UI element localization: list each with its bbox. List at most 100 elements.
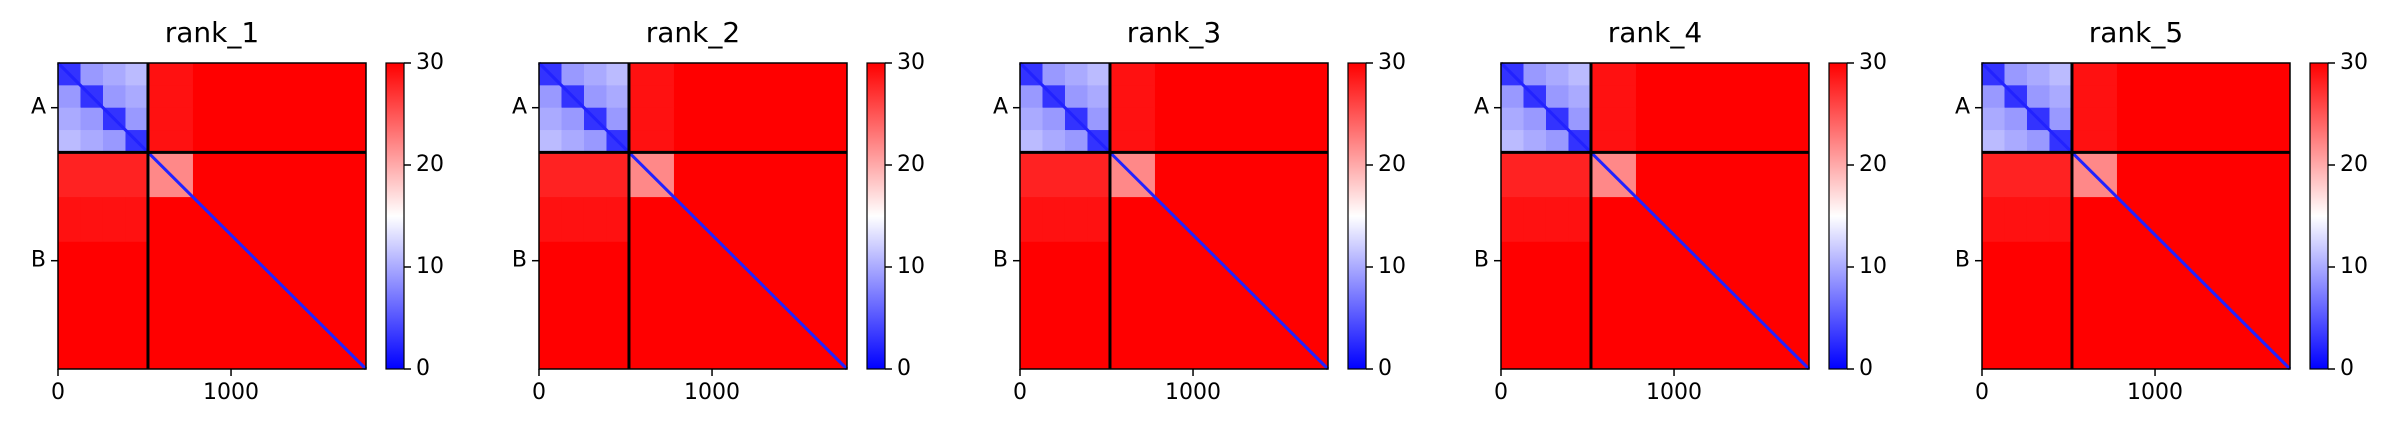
- heatmap-cell: [539, 286, 562, 332]
- heatmap-cell: [1109, 241, 1156, 287]
- heatmap-cell: [1501, 130, 1524, 153]
- heatmap-cell: [539, 152, 562, 198]
- heatmap-cell: [1680, 152, 1727, 198]
- heatmap-cell: [1590, 286, 1637, 332]
- heatmap-cell: [282, 241, 329, 287]
- heatmap-cell: [808, 130, 848, 153]
- heatmap-cell: [1154, 107, 1201, 131]
- heatmap-cell: [2116, 286, 2163, 332]
- heatmap-cell: [1042, 152, 1066, 198]
- heatmap-cell: [2026, 286, 2050, 332]
- heatmap-cell: [1501, 152, 1524, 198]
- colorbar-tick-label: 10: [416, 254, 444, 279]
- heatmap-cell: [539, 197, 562, 243]
- colorbar: [1347, 62, 1367, 370]
- heatmap-cell: [1568, 241, 1592, 287]
- heatmap-cell: [1087, 85, 1111, 109]
- heatmap-cell: [1042, 63, 1066, 86]
- heatmap-cell: [583, 152, 607, 198]
- heatmap-cell: [673, 241, 720, 287]
- heatmap-cell: [808, 63, 848, 86]
- heatmap-cell: [1770, 107, 1810, 131]
- heatmap-cell: [102, 152, 126, 198]
- colorbar-tick-label: 20: [416, 152, 444, 177]
- heatmap-cell: [1042, 197, 1066, 243]
- heatmap-cell: [2251, 197, 2291, 243]
- colorbar-tick-label: 10: [897, 254, 925, 279]
- heatmap-cell: [673, 85, 720, 109]
- heatmap-cell: [1501, 107, 1524, 131]
- heatmap-cell: [1289, 107, 1329, 131]
- heatmap-cell: [1770, 241, 1810, 287]
- heatmap-cell: [1725, 331, 1772, 370]
- heatmap-cell: [282, 85, 329, 109]
- colorbar-tick-label: 0: [1378, 356, 1392, 381]
- heatmap-cell: [1199, 63, 1246, 86]
- heatmap-cell: [2251, 85, 2291, 109]
- colorbar-tick-label: 0: [897, 356, 911, 381]
- heatmap-cell: [1568, 197, 1592, 243]
- heatmap-cell: [1545, 197, 1569, 243]
- colorbar-tick-label: 0: [416, 356, 430, 381]
- heatmap-cell: [282, 107, 329, 131]
- heatmap-cell: [1020, 286, 1043, 332]
- heatmap-cell: [1770, 197, 1810, 243]
- colorbar-tick-label: 0: [1859, 356, 1873, 381]
- heatmap-cell: [1042, 286, 1066, 332]
- heatmap-cell: [1725, 197, 1772, 243]
- heatmap-cell: [1020, 152, 1043, 198]
- heatmap-cell: [1289, 63, 1329, 86]
- heatmap-cell: [1087, 63, 1111, 86]
- heatmap-cell: [583, 130, 607, 153]
- heatmap-cell: [1020, 331, 1043, 370]
- colorbar: [866, 62, 886, 370]
- heatmap-cell: [2049, 63, 2073, 86]
- heatmap-cell: [2049, 107, 2073, 131]
- heatmap-cell: [1568, 63, 1592, 86]
- heatmap-cell: [2049, 331, 2073, 370]
- colorbar-tick-label: 20: [1859, 152, 1887, 177]
- heatmap-cell: [1545, 241, 1569, 287]
- heatmap-cell: [1154, 286, 1201, 332]
- heatmap-cell: [2161, 130, 2208, 153]
- colorbar-tick-label: 20: [1378, 152, 1406, 177]
- diagonal: [56, 61, 368, 371]
- x-tick-label: 0: [1013, 380, 1027, 405]
- heatmap-cell: [1244, 331, 1291, 370]
- heatmap-cell: [2206, 130, 2253, 153]
- heatmap-cell: [1042, 331, 1066, 370]
- x-tick-label: 1000: [1646, 380, 1702, 405]
- heatmap-cell: [102, 130, 126, 153]
- heatmap-cell: [2004, 241, 2028, 287]
- heatmap-cell: [102, 197, 126, 243]
- heatmap-cell: [80, 197, 104, 243]
- heatmap-cell: [763, 130, 810, 153]
- heatmap-cell: [673, 130, 720, 153]
- colorbar: [2309, 62, 2329, 370]
- heatmap-cell: [763, 331, 810, 370]
- heatmap-cell: [2026, 331, 2050, 370]
- heatmap-cell: [1770, 85, 1810, 109]
- heatmap-cell: [125, 197, 149, 243]
- heatmap-cell: [1087, 286, 1111, 332]
- diagonal: [1018, 61, 1330, 371]
- heatmap-cell: [102, 331, 126, 370]
- heatmap-cell: [2071, 63, 2118, 86]
- heatmap-cell: [539, 107, 562, 131]
- heatmap-cell: [1725, 130, 1772, 153]
- heatmap-cell: [1154, 85, 1201, 109]
- heatmap-cell: [147, 331, 194, 370]
- heatmap-cell: [1087, 241, 1111, 287]
- heatmap-cell: [1109, 85, 1156, 109]
- heatmap-cell: [1680, 63, 1727, 86]
- heatmap-cell: [1154, 63, 1201, 86]
- heatmap-cell: [2206, 331, 2253, 370]
- heatmap-cell: [2004, 331, 2028, 370]
- colorbar-tick-label: 20: [897, 152, 925, 177]
- heatmap-cell: [2049, 85, 2073, 109]
- heatmap-cell: [192, 130, 239, 153]
- heatmap-cell: [718, 85, 765, 109]
- heatmap-cell: [147, 197, 194, 243]
- heatmap-cell: [1545, 85, 1569, 109]
- heatmap-cell: [763, 241, 810, 287]
